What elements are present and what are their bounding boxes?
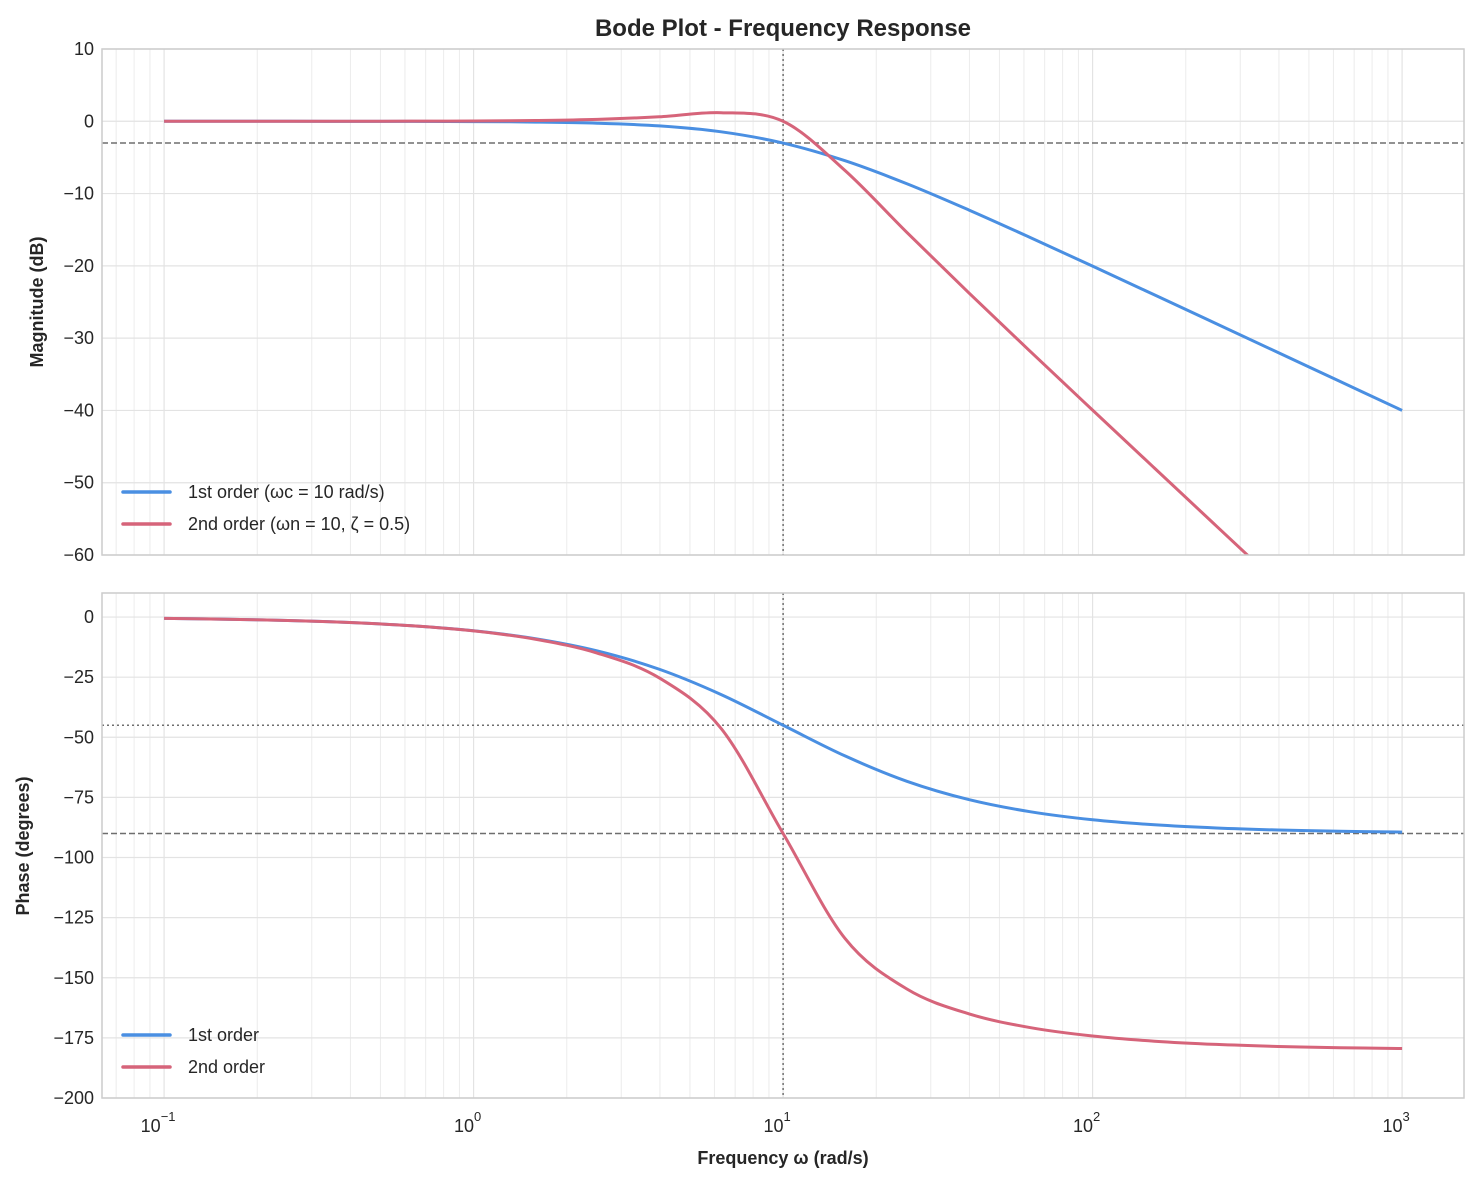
series-line-2 xyxy=(164,111,1250,555)
legend-entry: 2nd order xyxy=(188,1057,265,1077)
y-tick-label: −200 xyxy=(53,1088,94,1108)
y-tick-label: 0 xyxy=(84,607,94,627)
x-tick-label: 10−1 xyxy=(141,1109,176,1136)
legend-entry: 1st order xyxy=(188,1025,259,1045)
y-tick-label: −10 xyxy=(63,184,94,204)
legend-entry: 1st order (ωc = 10 rad/s) xyxy=(188,482,385,502)
y-tick-label: −175 xyxy=(53,1028,94,1048)
x-tick-label: 103 xyxy=(1382,1109,1409,1136)
x-tick-label: 102 xyxy=(1073,1109,1100,1136)
x-axis-label: Frequency ω (rad/s) xyxy=(697,1148,868,1168)
y-tick-label: −75 xyxy=(63,787,94,807)
y-tick-label: −50 xyxy=(63,727,94,747)
y-tick-label: −20 xyxy=(63,256,94,276)
series-line-2 xyxy=(164,616,1403,1051)
y-tick-label: −40 xyxy=(63,400,94,420)
magnitude-axes: 10 0 −10 −20 −30 −40 −50 −60 1st order (ωc = 10 … xyxy=(63,39,1465,565)
x-tick-label: 100 xyxy=(454,1109,481,1136)
phase-y-axis-label: Phase (degrees) xyxy=(13,776,33,915)
y-tick-label: 0 xyxy=(84,111,94,131)
y-tick-label: −100 xyxy=(53,848,94,868)
y-tick-label: −60 xyxy=(63,545,94,565)
y-tick-label: −30 xyxy=(63,328,94,348)
y-tick-label: −150 xyxy=(53,968,94,988)
axes-frame xyxy=(101,592,1465,1099)
phase-axes: 0 −25 −50 −75 −100 −125 −150 −175 −200 10−1 100 101… xyxy=(53,592,1465,1136)
magnitude-y-axis-label: Magnitude (dB) xyxy=(27,237,47,368)
y-tick-label: −25 xyxy=(63,667,94,687)
axes-frame xyxy=(101,48,1465,556)
legend-entry: 2nd order (ωn = 10, ζ = 0.5) xyxy=(188,514,410,534)
y-tick-label: 10 xyxy=(74,39,94,59)
chart-title: Bode Plot - Frequency Response xyxy=(595,15,971,42)
x-tick-label: 101 xyxy=(763,1109,790,1136)
y-tick-label: −50 xyxy=(63,473,94,493)
y-tick-label: −125 xyxy=(53,908,94,928)
